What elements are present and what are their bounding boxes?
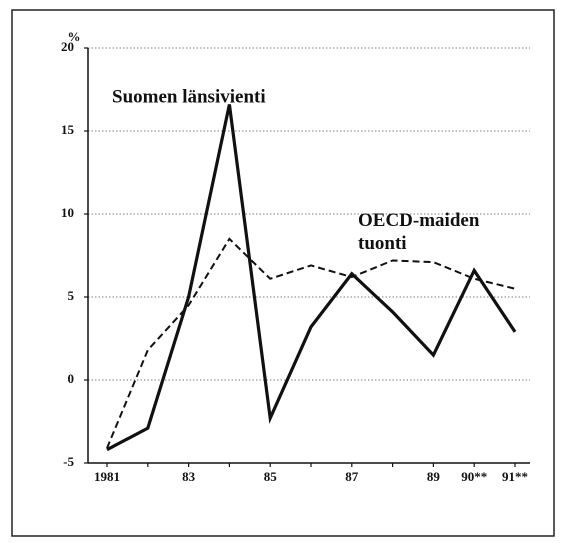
y-tick-label: 15 xyxy=(61,122,75,137)
y-tick-label: -5 xyxy=(63,454,74,469)
x-tick-label: 89 xyxy=(427,469,441,484)
y-tick-label: 20 xyxy=(61,39,74,54)
x-tick-label: 91** xyxy=(502,469,528,484)
x-tick-label: 90** xyxy=(461,469,487,484)
y-axis-label: % xyxy=(68,29,81,44)
series-line xyxy=(106,104,517,452)
x-tick-label: 83 xyxy=(182,469,196,484)
x-tick-label: 87 xyxy=(345,469,359,484)
series-label-line: tuonti xyxy=(358,233,407,254)
frame xyxy=(11,9,555,537)
series-line xyxy=(106,237,516,449)
y-tick-label: 5 xyxy=(68,288,75,303)
series-label-line: OECD-maiden xyxy=(358,210,480,231)
y-tick-label: 10 xyxy=(61,205,74,220)
series-label: OECD-maiden tuonti xyxy=(358,210,480,254)
x-tick-label: 85 xyxy=(264,469,278,484)
x-tick-label: 1981 xyxy=(94,469,120,484)
y-tick-label: 0 xyxy=(68,371,75,386)
series-label: Suomen länsivienti xyxy=(112,86,266,107)
